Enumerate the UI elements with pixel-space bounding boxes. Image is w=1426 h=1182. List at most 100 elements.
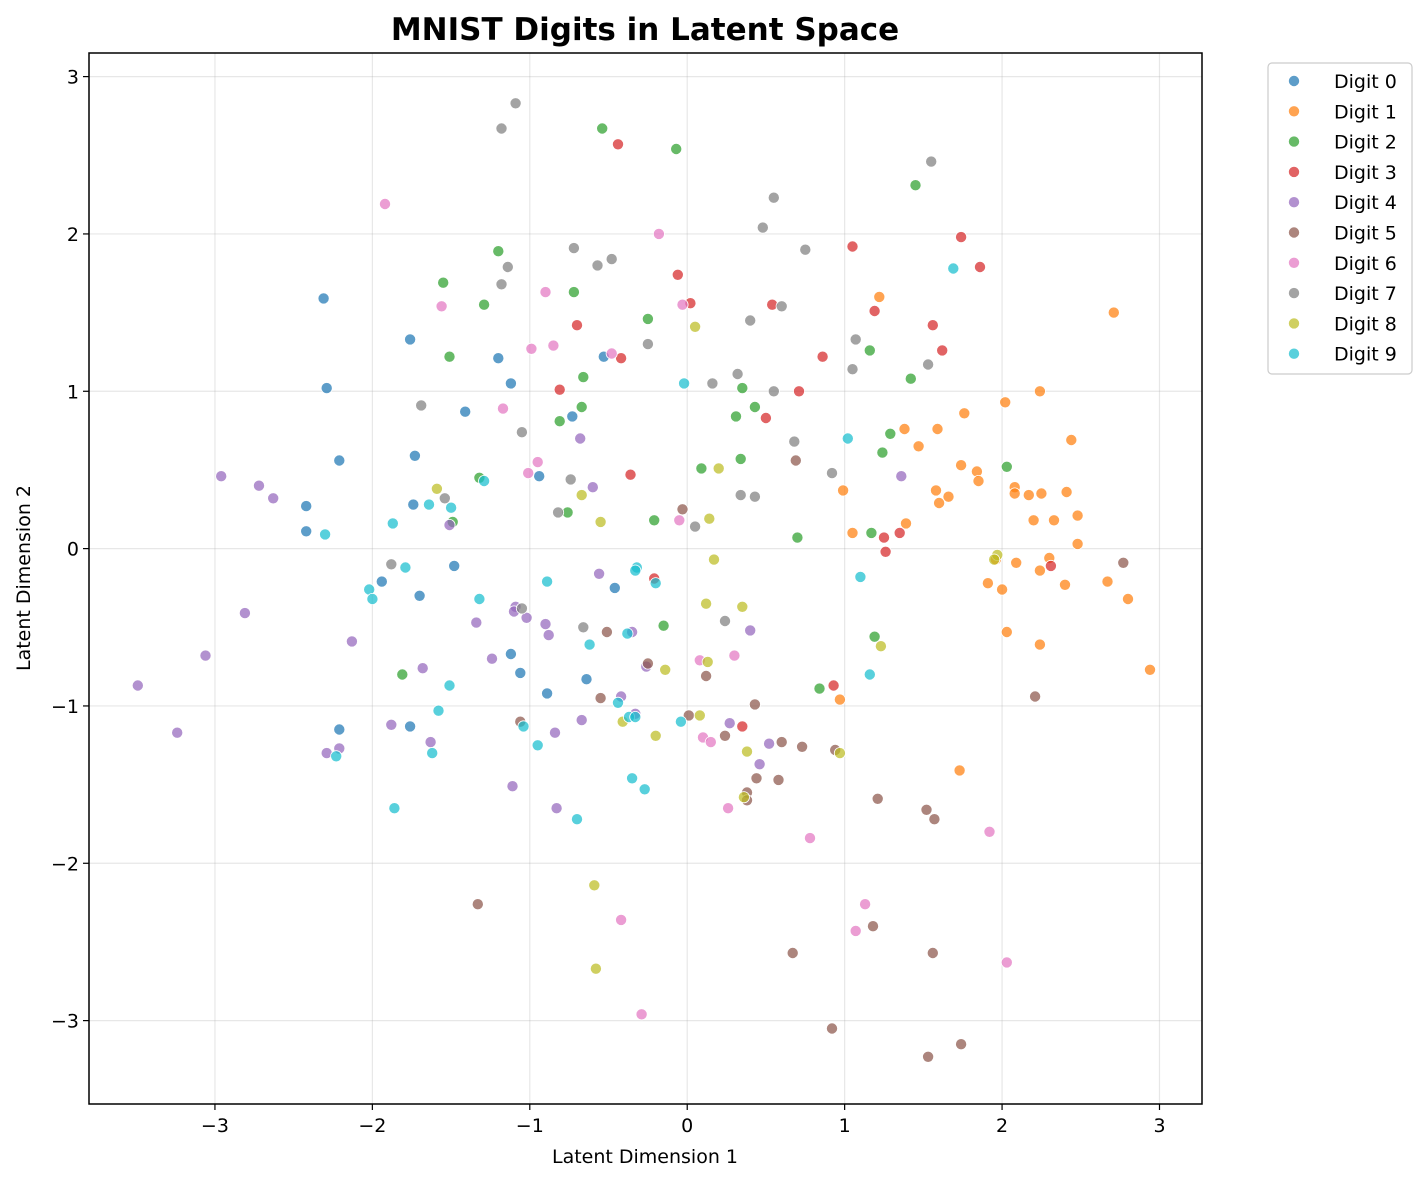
data-point [199, 649, 212, 662]
data-point [689, 520, 702, 533]
legend-label: Digit 0 [1334, 71, 1397, 93]
data-point [909, 179, 922, 192]
data-point [605, 253, 618, 266]
data-point [867, 920, 880, 933]
data-point [626, 772, 639, 785]
legend-marker [1288, 105, 1301, 118]
data-point [736, 600, 749, 613]
data-point [931, 422, 944, 435]
data-point [723, 717, 736, 730]
data-point [415, 399, 428, 412]
data-point [789, 454, 802, 467]
data-point [1122, 593, 1135, 606]
data-point [615, 352, 628, 365]
data-point [399, 561, 412, 574]
series-digit-8 [430, 320, 1004, 975]
data-point [506, 780, 519, 793]
data-point [955, 1038, 968, 1051]
legend-label: Digit 7 [1334, 283, 1397, 305]
data-point [470, 616, 483, 629]
data-point [804, 832, 817, 845]
data-point [983, 825, 996, 838]
data-point [422, 498, 435, 511]
data-point [893, 526, 906, 539]
data-point [445, 501, 458, 514]
data-point [1144, 663, 1157, 676]
data-point [525, 342, 538, 355]
data-point [846, 363, 859, 376]
data-point [863, 668, 876, 681]
data-point [407, 498, 420, 511]
x-tick-label: 2 [996, 1115, 1008, 1137]
data-point [871, 792, 884, 805]
data-point [671, 268, 684, 281]
data-point [594, 515, 607, 528]
data-point [926, 319, 939, 332]
data-point [388, 802, 401, 815]
data-point [386, 517, 399, 530]
data-point [1071, 509, 1084, 522]
data-point [635, 1008, 648, 1021]
data-point [443, 519, 456, 532]
data-point [564, 473, 577, 486]
data-point [693, 709, 706, 722]
data-point [531, 456, 544, 469]
data-point [900, 517, 913, 530]
data-point [674, 715, 687, 728]
data-point [827, 679, 840, 692]
data-point [215, 470, 228, 483]
data-point [588, 879, 601, 892]
data-point [731, 367, 744, 380]
data-point [750, 772, 763, 785]
legend-marker [1288, 135, 1301, 148]
legend-item: Digit 6 [1288, 253, 1397, 275]
data-point [748, 400, 761, 413]
data-point [621, 627, 634, 640]
data-point [763, 737, 776, 750]
data-point [553, 383, 566, 396]
data-point [736, 382, 749, 395]
data-point [775, 736, 788, 749]
plot-area [88, 52, 1203, 1105]
data-point [722, 802, 735, 815]
data-point [734, 452, 747, 465]
data-point [874, 640, 887, 653]
data-point [330, 750, 343, 763]
y-tick-label: 2 [67, 224, 79, 246]
data-points [131, 97, 1157, 1063]
data-point [426, 747, 439, 760]
data-point [719, 615, 732, 628]
legend-item: Digit 9 [1288, 344, 1397, 366]
data-point [366, 593, 379, 606]
x-tick-label: 3 [1153, 1115, 1165, 1137]
data-point [974, 260, 987, 273]
data-point [520, 611, 533, 624]
data-point [846, 240, 859, 253]
data-point [719, 729, 732, 742]
data-point [849, 333, 862, 346]
data-point [670, 142, 683, 155]
data-point [531, 739, 544, 752]
data-point [728, 649, 741, 662]
data-point [700, 597, 713, 610]
data-point [704, 736, 717, 749]
data-point [895, 470, 908, 483]
data-point [478, 298, 491, 311]
data-point [438, 492, 451, 505]
data-point [459, 405, 472, 418]
data-point [788, 435, 801, 448]
data-point [942, 490, 955, 503]
data-point [492, 352, 505, 365]
legend-item: Digit 4 [1288, 192, 1397, 214]
legend-marker [1288, 165, 1301, 178]
data-point [435, 300, 448, 313]
legend-marker [1288, 75, 1301, 88]
data-point [577, 371, 590, 384]
series-digit-7 [385, 97, 938, 634]
data-point [712, 462, 725, 475]
data-point [791, 531, 804, 544]
data-point [608, 581, 621, 594]
data-point [317, 292, 330, 305]
data-point [879, 545, 892, 558]
